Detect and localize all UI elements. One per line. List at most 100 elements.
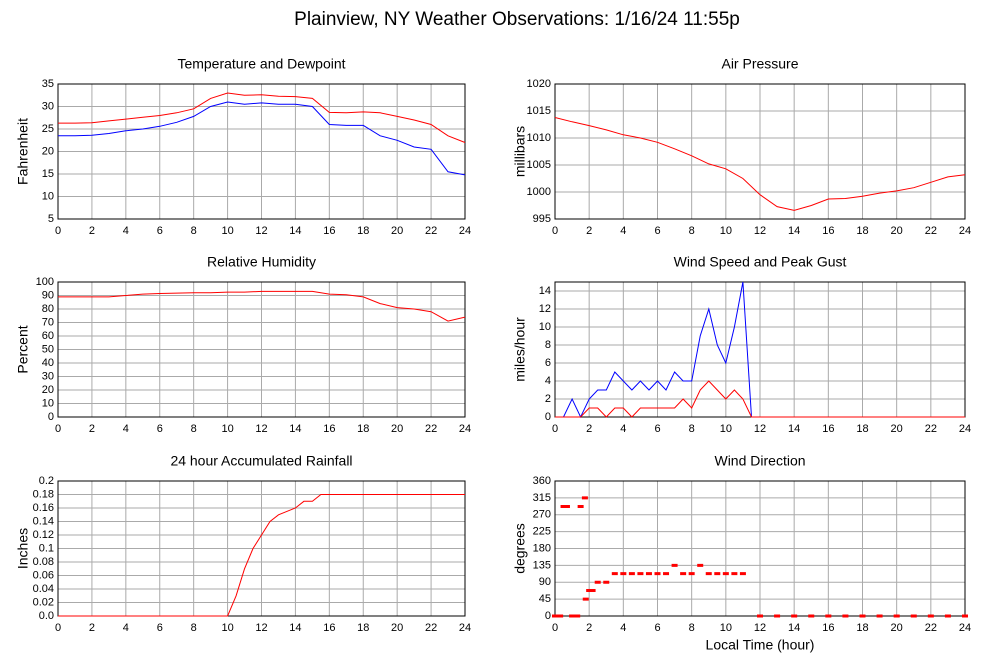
data-line [58,290,466,322]
y-tick-label: 0.14 [33,515,54,527]
y-tick-label: 1015 [527,105,551,117]
data-point [791,614,798,618]
data-point [876,614,883,618]
y-tick-label: 180 [533,542,551,554]
chart-title: Wind Direction [714,453,805,469]
y-tick-label: 30 [42,370,54,382]
y-axis-label: Fahrenheit [15,118,31,185]
x-tick-label: 4 [620,423,626,435]
y-tick-label: 1005 [527,159,551,171]
data-point [722,572,729,576]
x-tick-label: 8 [191,225,197,237]
x-tick-label: 6 [654,225,660,237]
x-tick-label: 22 [425,622,437,634]
y-tick-label: 0.02 [33,596,54,608]
y-tick-label: 0.08 [33,556,54,568]
x-tick-label: 12 [754,423,766,435]
y-tick-label: 20 [42,145,54,157]
data-point [962,614,968,618]
x-tick-label: 0 [552,225,558,237]
y-tick-label: 90 [539,576,551,588]
data-point [688,572,695,576]
data-point [654,572,661,576]
x-tick-label: 22 [425,423,437,435]
x-tick-label: 16 [323,622,335,634]
x-tick-label: 22 [925,225,937,237]
data-point [628,572,635,576]
data-point [557,614,564,618]
data-point [714,572,721,576]
data-point [611,572,618,576]
x-tick-label: 0 [55,225,61,237]
y-tick-label: 12 [539,303,551,315]
y-tick-label: 0.18 [33,488,54,500]
y-tick-label: 0 [48,411,54,423]
x-tick-label: 18 [357,622,369,634]
x-tick-label: 24 [459,622,471,634]
x-tick-label: 24 [459,423,471,435]
x-tick-label: 22 [925,622,937,634]
x-tick-label: 14 [788,622,800,634]
x-tick-label: 14 [788,423,800,435]
data-point [774,614,781,618]
x-tick-label: 24 [959,423,971,435]
data-point [577,505,584,508]
y-tick-label: 10 [42,190,54,202]
y-tick-label: 60 [42,330,54,342]
x-tick-label: 0 [552,423,558,435]
data-line [554,117,966,211]
chart-title: Relative Humidity [207,254,316,270]
plot-frame [57,480,466,617]
y-tick-label: 5 [48,213,54,225]
x-tick-label: 2 [89,225,95,237]
y-tick-label: 2 [545,393,551,405]
data-point [859,614,866,618]
y-axis-label: millibars [512,126,528,177]
y-tick-label: 1010 [527,132,551,144]
y-tick-label: 10 [42,397,54,409]
x-tick-label: 12 [255,622,267,634]
y-axis-label: degrees [512,523,528,574]
x-tick-label: 2 [89,622,95,634]
data-point [589,589,596,592]
x-tick-label: 20 [891,423,903,435]
data-line [555,380,965,418]
x-tick-label: 20 [391,423,403,435]
y-tick-label: 90 [42,289,54,301]
data-point [697,563,704,567]
x-tick-label: 18 [856,423,868,435]
y-tick-label: 20 [42,384,54,396]
data-point [944,614,951,618]
x-tick-label: 0 [55,423,61,435]
y-tick-label: 8 [545,339,551,351]
y-tick-label: 14 [539,285,551,297]
y-tick-label: 315 [533,492,551,504]
x-tick-label: 2 [586,622,592,634]
data-point [552,614,558,618]
y-tick-label: 70 [42,316,54,328]
y-tick-label: 50 [42,343,54,355]
x-tick-label: 6 [654,622,660,634]
y-tick-label: 270 [533,509,551,521]
y-tick-label: 1000 [527,186,551,198]
x-tick-label: 6 [157,423,163,435]
data-point [825,614,832,618]
x-axis-label: Local Time (hour) [706,637,815,653]
x-tick-label: 20 [891,622,903,634]
x-tick-label: 4 [620,622,626,634]
data-point [586,589,593,592]
x-tick-label: 18 [357,225,369,237]
y-axis-label: Inches [15,528,31,569]
y-tick-label: 135 [533,559,551,571]
x-tick-label: 0 [55,622,61,634]
x-tick-label: 12 [255,225,267,237]
page-title: Plainview, NY Weather Observations: 1/16… [294,9,740,30]
x-tick-label: 10 [720,423,732,435]
x-tick-label: 10 [720,225,732,237]
y-tick-label: 1020 [527,78,551,90]
x-tick-label: 10 [221,225,233,237]
y-tick-label: 0.06 [33,569,54,581]
x-tick-label: 22 [925,423,937,435]
x-tick-label: 0 [552,622,558,634]
